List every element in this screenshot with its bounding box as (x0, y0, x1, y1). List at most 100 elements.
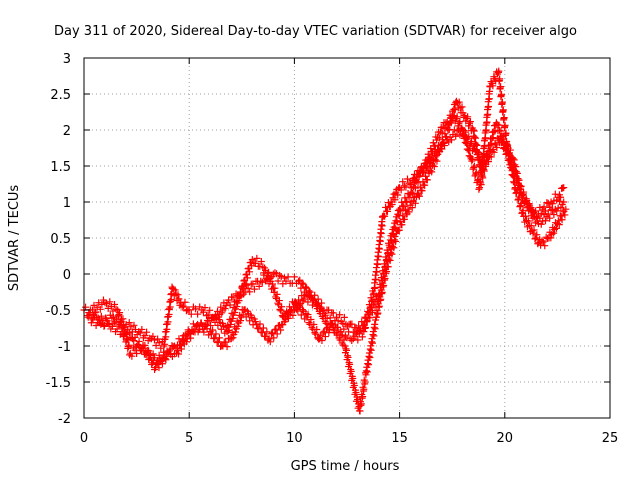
data-point (175, 295, 183, 303)
data-point (194, 320, 202, 328)
data-point (470, 127, 478, 135)
data-point (497, 83, 505, 91)
axis-ticks (83, 57, 611, 419)
data-point (265, 335, 273, 343)
data-point (447, 119, 455, 127)
data-point (368, 308, 376, 316)
data-point (384, 263, 392, 271)
data-point (521, 198, 529, 206)
data-point (527, 222, 535, 230)
data-point (105, 320, 113, 328)
data-point (520, 199, 528, 207)
data-point (181, 298, 189, 306)
data-point (201, 304, 209, 312)
data-point (388, 250, 396, 258)
data-point (128, 352, 136, 360)
data-point (412, 177, 420, 185)
data-point (273, 270, 281, 278)
x-tick-label: 25 (602, 431, 619, 446)
x-tick-label: 0 (80, 431, 88, 446)
data-point (229, 293, 237, 301)
data-point (468, 137, 476, 145)
data-point (154, 335, 162, 343)
data-point (539, 238, 547, 246)
data-point (391, 196, 399, 204)
data-point (520, 190, 528, 198)
data-point (354, 336, 362, 344)
data-point (342, 346, 350, 354)
data-point (339, 319, 347, 327)
data-point (430, 162, 438, 170)
y-tick-label: 2.5 (50, 88, 71, 103)
data-point (178, 336, 186, 344)
data-point (493, 144, 501, 152)
data-point (419, 169, 427, 177)
data-point (365, 310, 373, 318)
data-point (195, 325, 203, 333)
data-point (525, 200, 533, 208)
data-point (385, 255, 393, 263)
data-point (174, 347, 182, 355)
data-point (367, 346, 375, 354)
data-point (455, 119, 463, 127)
y-tick-label: 3 (63, 52, 71, 67)
data-point (311, 291, 319, 299)
data-point (360, 328, 368, 336)
data-point (253, 254, 261, 262)
data-point (489, 134, 497, 142)
data-point (203, 312, 211, 320)
data-point (258, 278, 266, 286)
data-point (321, 333, 329, 341)
data-point (474, 149, 482, 157)
data-point (482, 126, 490, 134)
data-point (235, 297, 243, 305)
data-point (227, 320, 235, 328)
data-point (130, 337, 138, 345)
data-point (372, 313, 380, 321)
data-point (125, 341, 133, 349)
data-point (537, 220, 545, 228)
data-point (347, 367, 355, 375)
data-point (373, 268, 381, 276)
data-point (344, 353, 352, 361)
x-tick-label: 15 (391, 431, 408, 446)
data-point (381, 212, 389, 220)
data-point (447, 136, 455, 144)
data-point (368, 296, 376, 304)
data-point (550, 229, 558, 237)
x-tick-label: 10 (286, 431, 303, 446)
data-point (258, 329, 266, 337)
data-point (182, 332, 190, 340)
data-point (529, 229, 537, 237)
data-point (206, 306, 214, 314)
chart-title: Day 311 of 2020, Sidereal Day-to-day VTE… (54, 24, 577, 39)
data-point (238, 283, 246, 291)
data-point (472, 170, 480, 178)
data-point (92, 322, 100, 329)
data-point (376, 237, 384, 245)
data-point (280, 274, 288, 282)
data-point (227, 335, 235, 343)
y-axis-label: SDTVAR / TECUs (7, 185, 22, 292)
data-point (530, 226, 538, 234)
data-point (218, 319, 226, 327)
data-point (135, 337, 143, 345)
data-point (374, 260, 382, 268)
x-tick-labels: 0 5 10 15 20 25 (80, 431, 618, 446)
data-point (475, 185, 483, 193)
data-point (200, 328, 208, 336)
data-point (479, 174, 487, 182)
data-point (150, 336, 158, 344)
data-point (160, 351, 168, 359)
data-point (512, 189, 520, 197)
data-point (323, 325, 331, 333)
data-point (415, 191, 423, 199)
data-point (327, 320, 335, 328)
data-point (500, 114, 508, 122)
data-point (411, 184, 419, 192)
data-point (131, 346, 139, 354)
data-point (423, 159, 431, 167)
data-point (415, 173, 423, 181)
data-point (223, 328, 231, 336)
